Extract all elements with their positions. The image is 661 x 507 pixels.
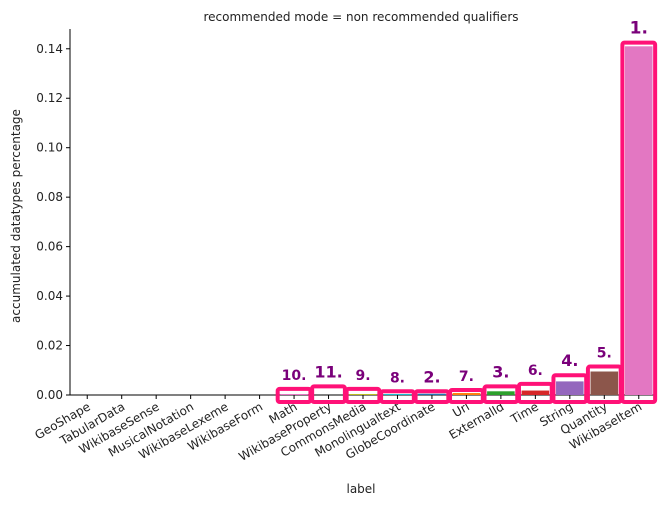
rank-label: 1.: [630, 19, 648, 39]
bar: [487, 391, 515, 395]
rank-label: 6.: [528, 363, 543, 379]
y-tick-label: 0.00: [36, 388, 63, 402]
rank-label: 7.: [459, 369, 474, 385]
bar: [590, 371, 619, 395]
rank-label: 10.: [282, 368, 307, 384]
bar: [624, 46, 653, 395]
rank-labels-group: 10. 11. 9. 8. 2. 7. 3. 6. 4. 5. 1.: [282, 19, 648, 387]
bar: [452, 393, 481, 395]
bar: [314, 394, 343, 395]
highlight-boxes-group: [275, 40, 658, 405]
bars-group: [280, 46, 653, 395]
y-tick-label: 0.14: [36, 42, 63, 56]
bar: [418, 393, 446, 395]
y-tick-label: 0.06: [36, 240, 63, 254]
bar: [521, 390, 550, 395]
bar: [383, 394, 412, 395]
bar: [349, 394, 377, 395]
x-axis: GeoShapeTabularDataWikibaseSenseMusicalN…: [32, 394, 656, 464]
y-axis-label: accumulated datatypes percentage: [9, 109, 23, 323]
rank-label: 9.: [355, 368, 370, 384]
y-tick-label: 0.08: [36, 190, 63, 204]
rank-label: 3.: [492, 362, 509, 381]
x-axis-label: label: [346, 482, 375, 496]
y-tick-label: 0.02: [36, 339, 63, 353]
bar: [556, 381, 584, 395]
rank-label: 11.: [314, 362, 342, 381]
rank-label: 2.: [423, 367, 440, 386]
y-tick-label: 0.04: [36, 289, 63, 303]
y-axis: 0.00 0.02 0.04 0.06 0.08 0.10 0.12 0.14: [36, 29, 71, 402]
y-tick-label: 0.10: [36, 141, 63, 155]
y-tick-label: 0.12: [36, 91, 63, 105]
rank-label: 4.: [561, 351, 578, 370]
rank-label: 8.: [390, 370, 405, 386]
chart-title: recommended mode = non recommended quali…: [203, 10, 518, 24]
highlight-box: [620, 40, 658, 405]
rank-label: 5.: [597, 346, 612, 362]
bar: [280, 394, 308, 395]
